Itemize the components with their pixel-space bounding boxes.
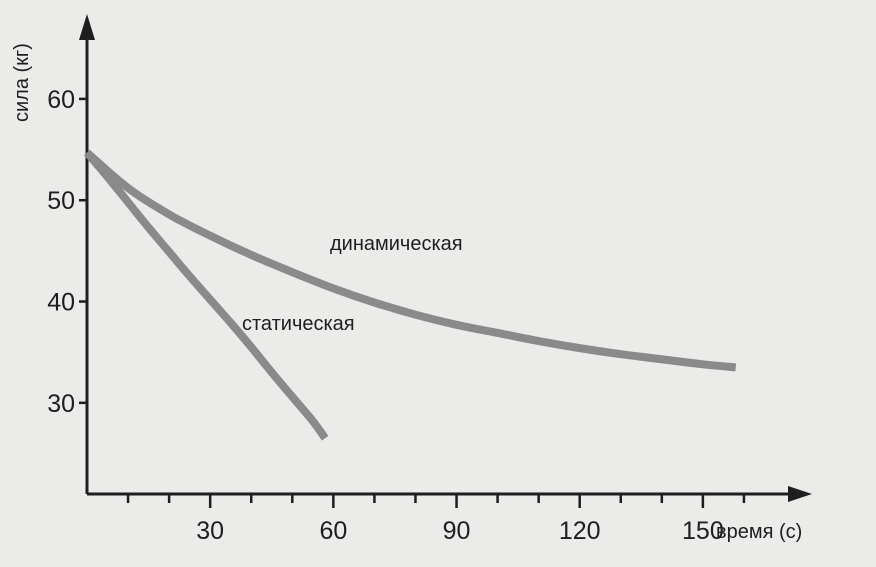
series-label-dynamic: динамическая — [330, 233, 463, 255]
y-axis-arrow — [79, 14, 95, 40]
y-tick-label: 50 — [47, 187, 75, 215]
series-label-static: статическая — [242, 313, 355, 335]
x-tick-label: 60 — [319, 517, 347, 545]
series-group — [83, 149, 737, 441]
axes — [79, 14, 812, 502]
y-tick-label: 60 — [47, 86, 75, 114]
x-tick-label: 30 — [196, 517, 224, 545]
y-tick-label: 30 — [47, 390, 75, 418]
y-tick-label: 40 — [47, 289, 75, 317]
x-tick-label: 120 — [559, 517, 601, 545]
series-line-static — [83, 150, 329, 441]
x-axis-title: время (с) — [716, 521, 802, 543]
x-tick-label: 150 — [682, 517, 724, 545]
series-line-dynamic — [84, 149, 737, 372]
y-axis-title: сила (кг) — [11, 43, 33, 122]
x-tick-label: 90 — [443, 517, 471, 545]
x-axis-arrow — [788, 486, 812, 502]
ticks: 30 60 90 120 150 30 40 50 60 — [47, 86, 746, 545]
labels: сила (кг) время (с) динамическая статиче… — [11, 43, 802, 543]
